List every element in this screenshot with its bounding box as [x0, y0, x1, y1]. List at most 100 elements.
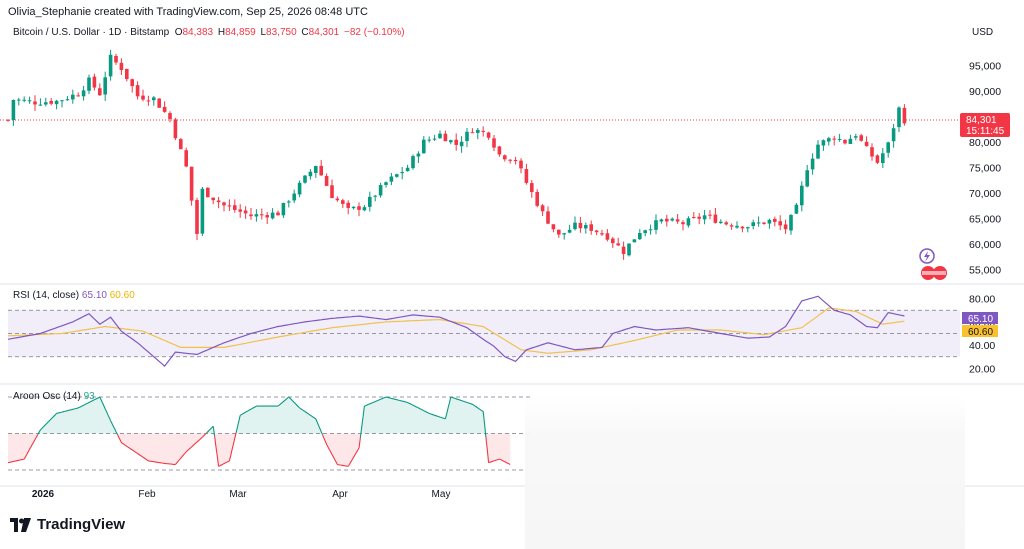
candle[interactable] [821, 139, 826, 151]
candle[interactable] [632, 239, 637, 243]
candle[interactable] [524, 163, 529, 185]
candle[interactable] [616, 237, 620, 247]
candle[interactable] [189, 166, 194, 206]
candle[interactable] [54, 99, 59, 110]
candle[interactable] [692, 212, 696, 219]
candle[interactable] [486, 131, 491, 140]
candle[interactable] [351, 206, 356, 210]
candle[interactable] [875, 154, 880, 165]
candle[interactable] [92, 73, 97, 91]
candle[interactable] [195, 197, 199, 241]
candle[interactable] [773, 216, 777, 227]
candle[interactable] [470, 128, 475, 134]
candle[interactable] [848, 134, 853, 144]
candle[interactable] [98, 83, 102, 97]
candle[interactable] [746, 226, 750, 233]
candle[interactable] [49, 98, 53, 106]
candle[interactable] [891, 123, 896, 148]
candle[interactable] [341, 198, 345, 209]
candle[interactable] [276, 210, 280, 216]
rsi-legend[interactable]: RSI (14, close) 65.10 60.60 [13, 290, 135, 301]
candle[interactable] [438, 130, 442, 139]
candle[interactable] [562, 233, 566, 240]
time-axis[interactable]: 2026 Feb Mar Apr May [32, 489, 451, 500]
symbol-name[interactable]: Bitcoin / U.S. Dollar · 1D · Bitstamp [13, 27, 170, 38]
candle[interactable] [76, 92, 80, 97]
candle[interactable] [535, 189, 539, 208]
candle[interactable] [665, 214, 669, 227]
candle[interactable] [843, 139, 847, 145]
candle[interactable] [362, 205, 367, 212]
candle[interactable] [702, 209, 707, 225]
candle[interactable] [589, 220, 593, 235]
candle[interactable] [211, 197, 215, 205]
candle[interactable] [146, 95, 151, 106]
candle[interactable] [697, 213, 701, 225]
rsi-ma-line[interactable] [7, 307, 905, 354]
candle[interactable] [789, 214, 793, 235]
candle[interactable] [314, 165, 318, 178]
candle[interactable] [513, 156, 518, 165]
candle[interactable] [854, 133, 858, 141]
candle[interactable] [810, 153, 815, 175]
candle[interactable] [400, 167, 404, 180]
candle[interactable] [492, 135, 496, 152]
candle[interactable] [800, 181, 804, 212]
aroon-line-negative[interactable] [7, 432, 511, 467]
candle[interactable] [670, 217, 674, 222]
aroon-line-positive[interactable] [37, 396, 487, 438]
candle[interactable] [719, 219, 723, 224]
candle[interactable] [686, 216, 691, 228]
candle[interactable] [427, 136, 431, 143]
candle[interactable] [643, 229, 647, 237]
tradingview-logo[interactable]: TradingView [10, 516, 125, 533]
candle[interactable] [27, 96, 32, 104]
candle[interactable] [827, 136, 831, 146]
candle[interactable] [762, 222, 766, 225]
candle[interactable] [584, 222, 588, 234]
candle[interactable] [17, 97, 21, 106]
candle[interactable] [44, 97, 48, 107]
candle[interactable] [729, 223, 734, 230]
candle[interactable] [184, 147, 188, 168]
candle[interactable] [503, 154, 507, 162]
candle[interactable] [108, 49, 113, 81]
candle[interactable] [65, 96, 70, 101]
candle[interactable] [265, 211, 269, 224]
candle[interactable] [297, 180, 302, 198]
candle[interactable] [103, 71, 107, 101]
candle[interactable] [449, 139, 453, 145]
candle[interactable] [654, 214, 658, 235]
candle[interactable] [206, 187, 210, 198]
candle[interactable] [837, 133, 842, 142]
candle[interactable] [497, 145, 502, 157]
candle[interactable] [481, 126, 485, 137]
candle[interactable] [778, 215, 782, 231]
candle[interactable] [373, 194, 377, 202]
candle[interactable] [540, 204, 545, 217]
candle[interactable] [476, 127, 480, 140]
candle[interactable] [114, 53, 118, 65]
candle[interactable] [319, 159, 323, 177]
candle[interactable] [600, 229, 604, 237]
candle[interactable] [395, 173, 399, 178]
candle[interactable] [287, 199, 291, 208]
candle[interactable] [384, 181, 388, 188]
candle[interactable] [573, 216, 577, 231]
candle[interactable] [227, 199, 232, 211]
candle[interactable] [724, 220, 728, 226]
candle[interactable] [152, 95, 156, 106]
candle[interactable] [465, 127, 469, 148]
candle[interactable] [200, 186, 205, 236]
candle[interactable] [708, 210, 712, 220]
candle[interactable] [22, 96, 26, 103]
candle[interactable] [157, 98, 161, 108]
candle[interactable] [179, 138, 183, 150]
candle[interactable] [324, 173, 329, 187]
candle[interactable] [216, 196, 221, 209]
candle[interactable] [432, 134, 437, 141]
candle[interactable] [405, 164, 410, 172]
candle[interactable] [292, 189, 296, 204]
candle[interactable] [897, 106, 901, 133]
